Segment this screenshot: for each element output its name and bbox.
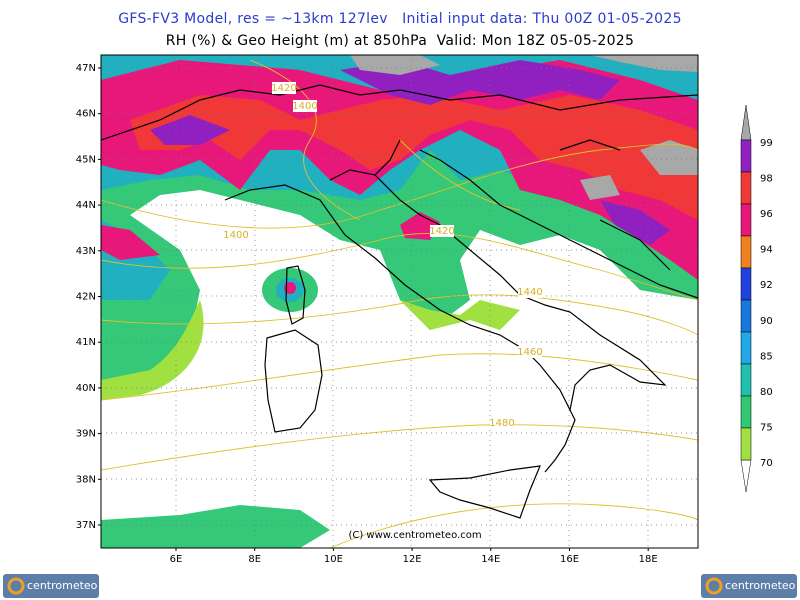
contour-label-bg [293,100,317,112]
colorbar-label: 90 [760,316,773,327]
contour-label: 1420 [271,83,296,94]
colorbar-swatch [740,299,752,333]
contour-label-bg [518,286,542,298]
lat-label: 42N [76,292,96,303]
map-field [101,55,698,548]
lon-label: 10E [324,554,343,565]
contour-label: 1440 [517,287,542,298]
colorbar-label: 99 [760,138,773,149]
lon-label: 6E [170,554,183,565]
colorbar-swatch [740,267,752,301]
colorbar-swatch [740,395,752,429]
lat-label: 47N [76,63,96,74]
colorbar-label: 96 [760,209,773,220]
header-line1: GFS-FV3 Model, res = ~13km 127lev Initia… [118,11,682,27]
contour-label: 1400 [223,230,248,241]
lat-label: 43N [76,246,96,257]
contour-label-bg [224,229,248,241]
lon-label: 14E [481,554,500,565]
credit: (C) www.centrometeo.com [348,530,481,541]
lat-label: 37N [76,520,96,531]
colorbar-swatch [740,331,752,365]
colorbar-label: 94 [760,245,773,256]
contour-label-bg [518,346,542,358]
colorbar-swatch [740,139,752,173]
colorbar-swatch [740,171,752,205]
header-line2: RH (%) & Geo Height (m) at 850hPa Valid:… [166,33,634,49]
lat-label: 44N [76,200,96,211]
logo-text: centrometeo [27,579,98,592]
lon-label: 16E [560,554,579,565]
colorbar-label: 80 [760,387,773,398]
colorbar-label: 92 [760,280,773,291]
logo-right: centrometeo [701,574,797,598]
contour-label: 1400 [292,101,317,112]
colorbar-label: 85 [760,351,773,362]
lat-label: 39N [76,429,96,440]
colorbar-swatch [740,427,752,461]
map-frame [100,54,699,549]
colorbar: 99 98 96 94 92 90 85 80 75 70 [740,104,773,493]
logo-text: centrometeo [725,579,796,592]
lat-label: 40N [76,383,96,394]
colorbar-swatch [740,235,752,269]
contour-label-bg [272,82,296,94]
colorbar-label: 70 [760,458,773,469]
colorbar-label: 98 [760,174,773,185]
colorbar-label: 75 [760,422,773,433]
logo-left: centrometeo [3,574,99,598]
contour-label-bg [430,225,454,237]
contour-label: 1420 [429,226,454,237]
lat-label: 46N [76,109,96,120]
lon-label: 8E [248,554,261,565]
colorbar-swatch [740,203,752,237]
contour-label-bg [490,417,514,429]
contour-label: 1460 [517,347,542,358]
coastlines [101,84,698,519]
lat-label: 38N [76,474,96,485]
contour-label: 1480 [489,418,514,429]
colorbar-swatch [740,363,752,397]
lat-label: 41N [76,337,96,348]
graticule [101,55,698,548]
lat-label: 45N [76,154,96,165]
lon-label: 18E [639,554,658,565]
lon-label: 12E [403,554,422,565]
